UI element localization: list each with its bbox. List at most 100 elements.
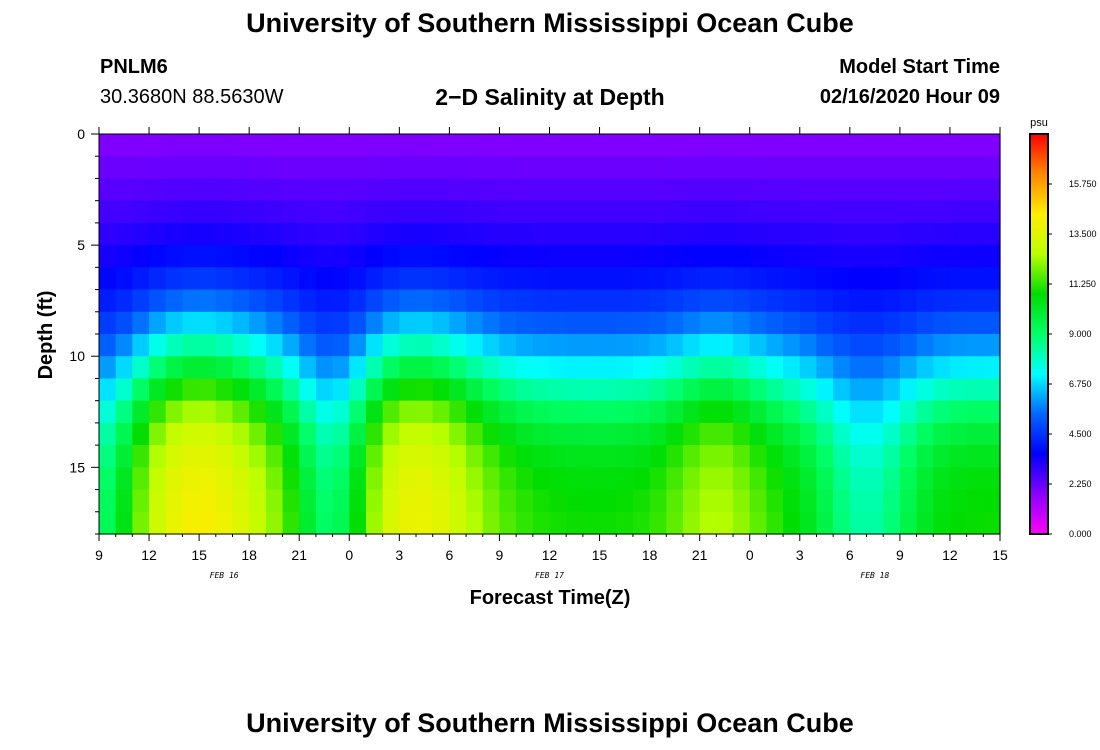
heatmap-cell bbox=[332, 245, 350, 268]
heatmap-cell bbox=[132, 311, 150, 335]
heatmap-cell bbox=[532, 178, 551, 202]
heatmap-cell bbox=[482, 422, 501, 446]
heatmap-cell bbox=[499, 356, 517, 380]
heatmap-cell bbox=[99, 422, 117, 446]
heatmap-cell bbox=[549, 378, 567, 402]
heatmap-cell bbox=[816, 378, 834, 402]
heatmap-cell bbox=[399, 467, 417, 491]
heatmap-cell bbox=[916, 156, 934, 180]
heatmap-cell bbox=[933, 511, 951, 535]
heatmap-cell bbox=[682, 267, 701, 291]
heatmap-cell bbox=[883, 467, 901, 491]
heatmap-cell bbox=[649, 378, 667, 402]
heatmap-cell bbox=[449, 267, 467, 291]
x-tick-label: 0 bbox=[746, 547, 754, 563]
heatmap-cell bbox=[232, 356, 250, 380]
heatmap-cell bbox=[949, 245, 968, 268]
heatmap-cell bbox=[315, 511, 334, 535]
heatmap-cell bbox=[299, 356, 317, 380]
heatmap-cell bbox=[799, 156, 818, 180]
heatmap-cell bbox=[632, 422, 651, 446]
heatmap-cell bbox=[365, 289, 384, 313]
heatmap-cell bbox=[866, 200, 884, 224]
heatmap-cell bbox=[949, 222, 968, 246]
heatmap-cell bbox=[365, 422, 384, 446]
heatmap-cell bbox=[482, 267, 501, 291]
heatmap-cell bbox=[716, 200, 734, 224]
heatmap-cell bbox=[282, 245, 300, 268]
heatmap-cell bbox=[382, 400, 400, 424]
heatmap-cell bbox=[616, 356, 634, 380]
heatmap-cell bbox=[766, 156, 784, 180]
heatmap-cell bbox=[282, 200, 300, 224]
heatmap-cell bbox=[365, 134, 384, 157]
heatmap-cell bbox=[566, 511, 584, 535]
heatmap-cell bbox=[933, 178, 951, 202]
heatmap-cell bbox=[799, 178, 818, 202]
heatmap-cell bbox=[749, 245, 768, 268]
heatmap-cell bbox=[933, 489, 951, 513]
heatmap-cell bbox=[549, 245, 567, 268]
station-id: PNLM6 bbox=[100, 56, 168, 78]
heatmap-cell bbox=[115, 378, 133, 402]
heatmap-cell bbox=[749, 400, 768, 424]
heatmap-cell bbox=[783, 178, 801, 202]
heatmap-cell bbox=[282, 178, 300, 202]
heatmap-cell bbox=[182, 289, 200, 313]
heatmap-cell bbox=[883, 222, 901, 246]
heatmap-cell bbox=[466, 511, 484, 535]
heatmap-cell bbox=[549, 200, 567, 224]
heatmap-cell bbox=[399, 311, 417, 335]
heatmap-cell bbox=[165, 156, 184, 180]
heatmap-cell bbox=[849, 489, 868, 513]
heatmap-cell bbox=[432, 156, 450, 180]
heatmap-cell bbox=[432, 289, 450, 313]
heatmap-cell bbox=[733, 222, 751, 246]
heatmap-cell bbox=[632, 400, 651, 424]
heatmap-cell bbox=[899, 422, 918, 446]
chart-title: 2−D Salinity at Depth bbox=[435, 84, 665, 110]
heatmap-cell bbox=[599, 200, 617, 224]
heatmap-cell bbox=[182, 200, 200, 224]
heatmap-cell bbox=[382, 511, 400, 535]
heatmap-cell bbox=[549, 356, 567, 380]
heatmap-cell bbox=[349, 311, 367, 335]
heatmap-cell bbox=[916, 400, 934, 424]
heatmap-cell bbox=[983, 334, 1001, 357]
heatmap-cell bbox=[165, 311, 184, 335]
heatmap-cell bbox=[582, 400, 601, 424]
heatmap-cell bbox=[499, 400, 517, 424]
heatmap-cell bbox=[733, 156, 751, 180]
heatmap-cell bbox=[749, 445, 768, 468]
heatmap-cell bbox=[165, 467, 184, 491]
heatmap-cell bbox=[733, 378, 751, 402]
heatmap-cell bbox=[115, 511, 133, 535]
heatmap-cell bbox=[833, 489, 851, 513]
heatmap-cell bbox=[349, 511, 367, 535]
heatmap-cell bbox=[349, 200, 367, 224]
heatmap-cell bbox=[649, 334, 667, 357]
heatmap-cell bbox=[983, 200, 1001, 224]
heatmap-cell bbox=[766, 489, 784, 513]
heatmap-cell bbox=[215, 222, 234, 246]
heatmap-cell bbox=[716, 134, 734, 157]
heatmap-cell bbox=[866, 356, 884, 380]
heatmap-cell bbox=[699, 467, 717, 491]
heatmap-cell bbox=[916, 445, 934, 468]
heatmap-cell bbox=[482, 334, 501, 357]
heatmap-cell bbox=[833, 356, 851, 380]
page-title: University of Southern Mississippi Ocean… bbox=[246, 8, 854, 38]
heatmap-cell bbox=[382, 334, 400, 357]
heatmap-cell bbox=[99, 400, 117, 424]
heatmap-cell bbox=[632, 245, 651, 268]
heatmap-cell bbox=[349, 222, 367, 246]
heatmap-cell bbox=[632, 289, 651, 313]
heatmap-cell bbox=[632, 156, 651, 180]
heatmap-cell bbox=[265, 289, 284, 313]
heatmap-cell bbox=[549, 334, 567, 357]
heatmap-cell bbox=[783, 156, 801, 180]
heatmap-cell bbox=[716, 356, 734, 380]
heatmap-cell bbox=[315, 311, 334, 335]
heatmap-cell bbox=[666, 156, 684, 180]
heatmap-cell bbox=[416, 489, 434, 513]
